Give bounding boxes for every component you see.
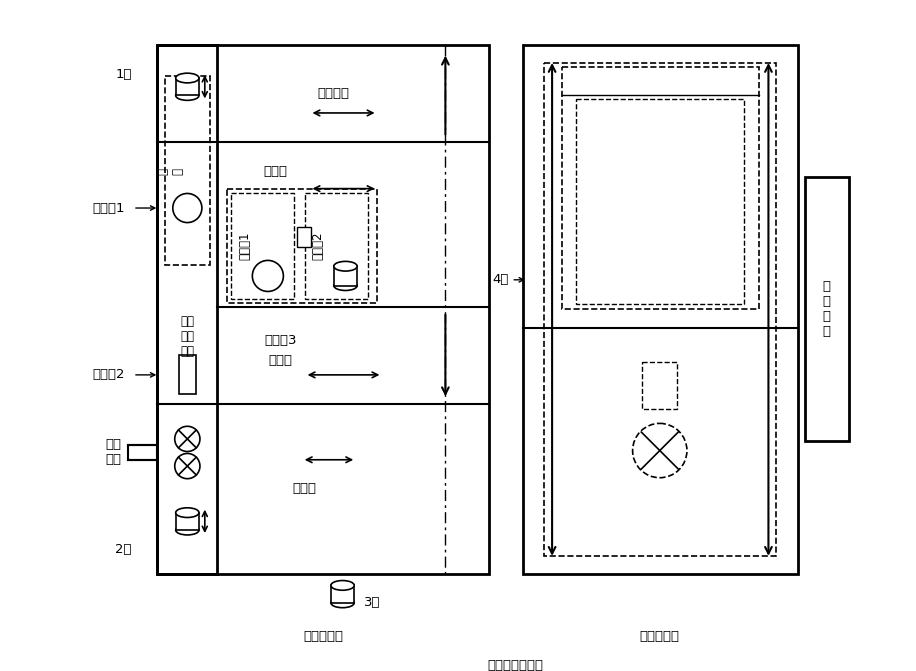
Text: 气体池2: 气体池2: [311, 231, 325, 260]
Bar: [333, 266, 357, 286]
Text: 气体池1: 气体池1: [238, 231, 251, 260]
Text: 电源层: 电源层: [268, 354, 292, 367]
Bar: [297, 227, 311, 247]
Text: 泄漏点1: 泄漏点1: [93, 201, 125, 215]
Bar: [331, 585, 354, 603]
Circle shape: [173, 193, 202, 223]
Text: 柜体正视图: 柜体正视图: [303, 630, 344, 643]
Text: 4号: 4号: [492, 273, 508, 287]
Bar: [227, 189, 377, 303]
Bar: [805, 177, 849, 441]
Bar: [176, 513, 199, 530]
Circle shape: [633, 423, 687, 478]
Text: 气体可流通方向: 气体可流通方向: [487, 660, 543, 671]
Text: 主控制层: 主控制层: [318, 87, 350, 100]
Bar: [576, 99, 744, 304]
Ellipse shape: [333, 262, 357, 271]
Bar: [305, 193, 368, 299]
Ellipse shape: [176, 508, 199, 517]
Bar: [642, 362, 677, 409]
Text: 检测层: 检测层: [264, 164, 288, 178]
Ellipse shape: [176, 91, 199, 101]
Bar: [523, 45, 798, 574]
Text: 泄漏点2: 泄漏点2: [93, 368, 125, 381]
Ellipse shape: [333, 280, 357, 291]
Text: 工具层: 工具层: [293, 482, 317, 495]
Text: 2号: 2号: [115, 543, 132, 556]
Text: 柜体侧视图: 柜体侧视图: [639, 630, 680, 643]
Text: 泄漏点3: 泄漏点3: [264, 334, 297, 348]
Bar: [158, 45, 217, 574]
Text: 外接
管路: 外接 管路: [105, 438, 122, 466]
Bar: [544, 62, 776, 556]
Circle shape: [252, 260, 283, 291]
Ellipse shape: [176, 73, 199, 83]
Bar: [179, 356, 196, 395]
Text: 3号: 3号: [364, 597, 380, 609]
Circle shape: [175, 426, 200, 452]
Bar: [165, 76, 210, 265]
Bar: [158, 45, 489, 574]
Ellipse shape: [331, 598, 354, 608]
Ellipse shape: [331, 580, 354, 590]
Text: 工
业
空
调: 工 业 空 调: [823, 280, 831, 338]
Bar: [176, 78, 199, 95]
Bar: [562, 67, 758, 309]
Text: 气
缸: 气 缸: [157, 168, 185, 174]
Bar: [128, 445, 158, 460]
Text: 1号: 1号: [115, 68, 132, 81]
Circle shape: [175, 454, 200, 478]
Ellipse shape: [176, 525, 199, 535]
Bar: [231, 193, 294, 299]
Text: 取样
回充
单元: 取样 回充 单元: [180, 315, 194, 358]
